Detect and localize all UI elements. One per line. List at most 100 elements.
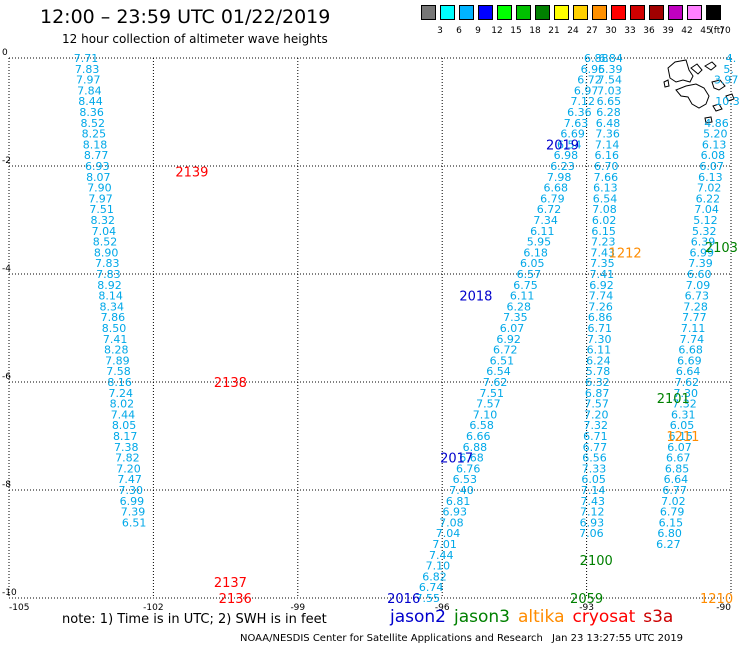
lon-tick-label: -99 [290, 603, 305, 613]
altimeter-tracks: 7.717.837.977.848.448.368.528.258.188.77… [74, 52, 740, 605]
wave-height-value: 6.64 [676, 365, 701, 378]
wave-height-value: 8.77 [84, 149, 109, 162]
legend-swatch [630, 5, 645, 20]
legend-label: 21 [548, 26, 560, 36]
wave-height-value: 7.40 [449, 484, 474, 497]
wave-height-value: 7.09 [686, 279, 711, 292]
pass-number-label: 2019 [546, 138, 579, 153]
wave-height-value: 6.07 [667, 441, 692, 454]
legend-label: 18 [529, 26, 541, 36]
legend-label: 6 [456, 26, 462, 36]
wave-height-value: 6.76 [456, 462, 481, 475]
wave-height-value: 8.32 [91, 214, 116, 227]
wave-height-value: 8.44 [78, 95, 103, 108]
wave-height-value: 6.07 [500, 322, 525, 335]
wave-height-value: 6.60 [687, 268, 712, 281]
wave-height-value: 6.11 [587, 344, 612, 357]
wave-height-value: 6.54 [557, 138, 582, 151]
legend-swatch [554, 5, 569, 20]
wave-height-value: 7.30 [673, 387, 698, 400]
pass-number-label: 2017 [440, 452, 473, 467]
wave-height-value: 7.34 [533, 214, 558, 227]
wave-height-value: 6.79 [660, 506, 685, 519]
wave-height-value: 6.92 [589, 279, 614, 292]
pass-number-label: 2103 [705, 241, 738, 256]
legend-swatch [592, 5, 607, 20]
wave-height-value: 6.07 [699, 160, 724, 173]
wave-height-value: 6.36 [567, 106, 592, 119]
wave-height-value: 6.56 [582, 452, 607, 465]
wave-height-value: 7.20 [116, 462, 141, 475]
wave-height-value: 7.11 [681, 322, 706, 335]
wave-height-value: 7.82 [115, 452, 140, 465]
wave-height-value: 6.99 [120, 495, 145, 508]
legend-swatch [573, 5, 588, 20]
legend-swatch [478, 5, 493, 20]
satellite-legend-item-jason2: jason2 [390, 607, 446, 627]
satellite-legend: jason2 jason3 altika cryosat s3a [390, 607, 681, 627]
wave-height-value: 4. [726, 52, 737, 65]
wave-height-value: 6.64 [664, 473, 689, 486]
galapagos-coastline [663, 59, 735, 124]
legend-label: 24 [567, 26, 579, 36]
wave-height-value: 6.57 [517, 268, 542, 281]
wave-height-value: 7.84 [77, 84, 102, 97]
wave-height-value: 6.51 [490, 354, 515, 367]
wave-height-value: 7.41 [103, 333, 128, 346]
wave-height-value: 7.36 [595, 128, 620, 141]
legend-label: 15 [510, 26, 522, 36]
wave-height-value: 6.39 [691, 236, 716, 249]
wave-height-value: 7.01 [432, 538, 457, 551]
wave-height-value: 7.57 [584, 398, 609, 411]
map-subtitle: 12 hour collection of altimeter wave hei… [62, 32, 328, 46]
wave-height-value: 7.03 [597, 84, 622, 97]
wave-height-value: 8.50 [102, 322, 127, 335]
wave-height-value: 7.32 [584, 419, 609, 432]
wave-height-value: 7.51 [480, 387, 505, 400]
wave-height-value: 5.95 [527, 236, 552, 249]
wave-height-value: 7.54 [598, 74, 623, 87]
wave-height-value: 6.85 [665, 462, 690, 475]
lon-tick-label: -96 [435, 603, 450, 613]
wave-height-value: 6.39 [598, 63, 623, 76]
lat-tick-label: -2 [2, 156, 11, 166]
lat-tick-label: -6 [2, 372, 11, 382]
legend-label: 30 [605, 26, 617, 36]
wave-height-value: 7.86 [101, 311, 126, 324]
wave-height-value: 8.17 [113, 430, 138, 443]
wave-height-value: 8.05 [112, 419, 137, 432]
wave-height-value: 7.71 [74, 52, 99, 65]
wave-height-value: 6.08 [701, 149, 726, 162]
wave-height-value: 7.08 [592, 203, 617, 216]
wave-height-value: 6.28 [596, 106, 621, 119]
wave-height-value: 6.54 [593, 192, 618, 205]
wave-height-value: 6.27 [656, 538, 681, 551]
wave-height-value: 7.66 [594, 171, 619, 184]
wave-height-value: 6.15 [659, 516, 684, 529]
wave-height-value: 8.28 [104, 344, 129, 357]
wave-height-value: 7.83 [95, 257, 120, 270]
wave-height-value: 7.62 [483, 376, 508, 389]
wave-height-value: 7.89 [105, 354, 130, 367]
wave-height-value: 6.69 [560, 128, 585, 141]
wave-height-value: 6.81 [446, 495, 471, 508]
pass-number-label: 2016 [387, 592, 420, 607]
wave-height-value: 8.52 [80, 117, 105, 130]
wave-height-value: 6.72 [537, 203, 562, 216]
wave-height-value: 7.08 [439, 516, 464, 529]
wave-height-value: 7.02 [697, 182, 722, 195]
wave-height-value: 8.92 [97, 279, 122, 292]
legend-swatch [535, 5, 550, 20]
lon-tick-label: -90 [716, 603, 731, 613]
satellite-legend-item-s3a: s3a [643, 607, 674, 627]
wave-height-value: 6.88 [584, 52, 609, 65]
wave-height-value: 6.13 [698, 171, 723, 184]
wave-height-value: 7.10 [426, 560, 451, 573]
legend-swatch [668, 5, 683, 20]
wave-height-value: 7.14 [581, 484, 606, 497]
wave-height-value: 7.47 [117, 473, 142, 486]
wave-height-value: 7.83 [75, 63, 100, 76]
wave-height-value: 6.23 [550, 160, 575, 173]
lon-tick-label: -93 [579, 603, 594, 613]
